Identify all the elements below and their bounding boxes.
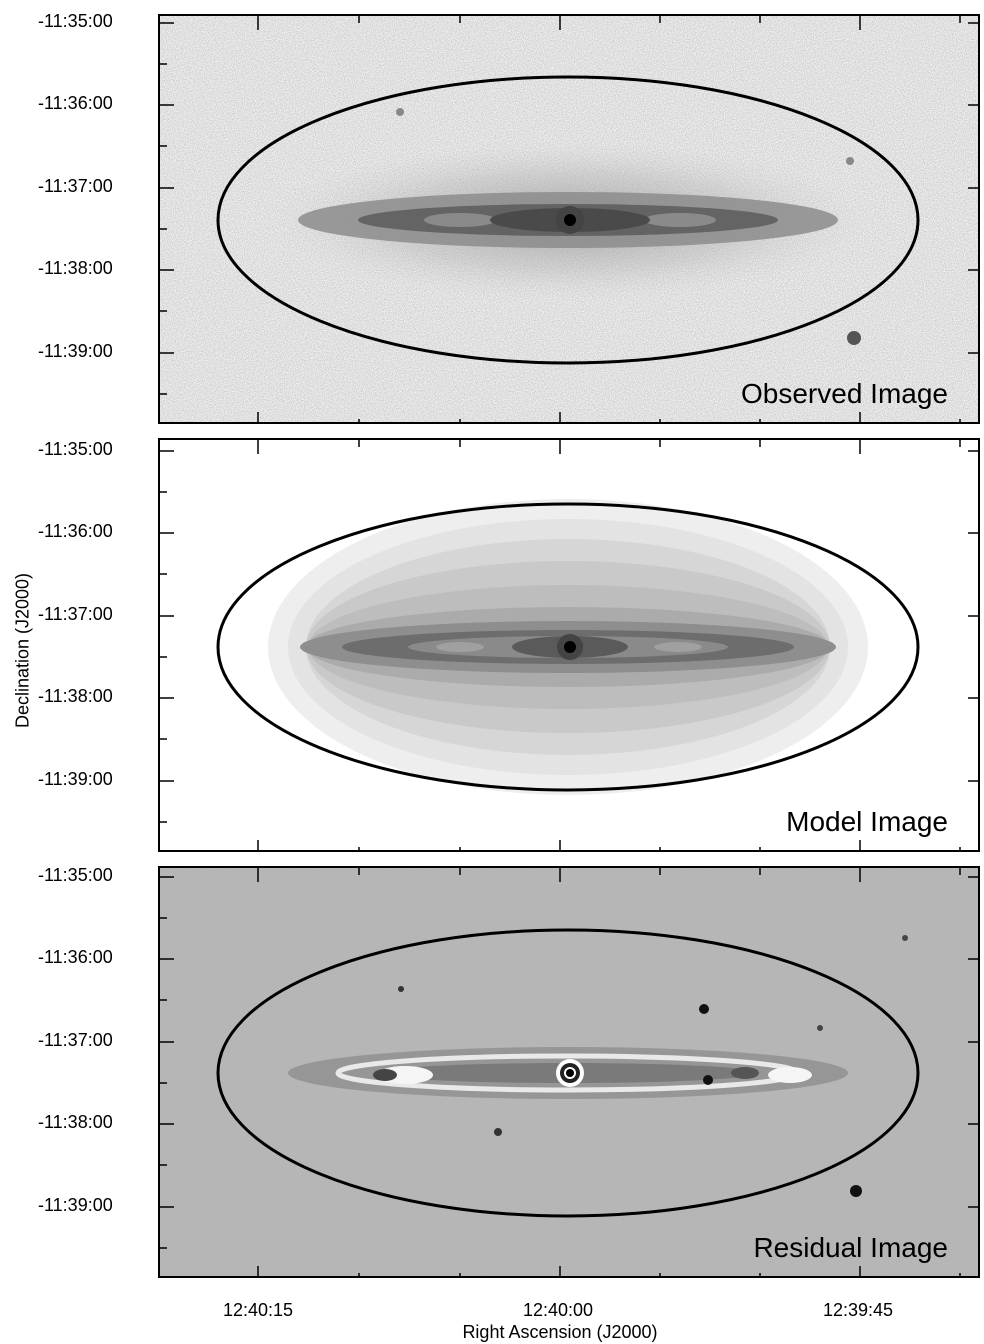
residual-ticks [160, 868, 978, 1276]
model-image-panel: Model Image [158, 438, 980, 852]
model-image [160, 440, 978, 850]
xtick-label: 12:39:45 [822, 1300, 894, 1320]
ytick-label: -11:39:00 [38, 1195, 113, 1215]
residual-image-panel: Residual Image [158, 866, 980, 1278]
residual-image [160, 868, 978, 1276]
y-axis-title: Declination (J2000) [12, 572, 33, 729]
ytick-label: -11:37:00 [38, 1030, 113, 1050]
ytick-label: -11:38:00 [38, 1112, 113, 1132]
model-image-label: Model Image [786, 806, 948, 837]
xtick-label: 12:40:15 [222, 1300, 294, 1320]
observed-image [160, 16, 978, 422]
ytick-label: -11:38:00 [38, 686, 113, 706]
ytick-label: -11:37:00 [38, 176, 113, 196]
observed-image-label: Observed Image [741, 378, 948, 409]
residual-image-label: Residual Image [753, 1232, 948, 1263]
ytick-label: -11:39:00 [38, 341, 113, 361]
observed-ticks [160, 16, 978, 422]
ytick-label: -11:35:00 [38, 439, 113, 459]
ytick-label: -11:39:00 [38, 769, 113, 789]
ytick-label: -11:36:00 [38, 521, 113, 541]
model-ticks [160, 440, 978, 850]
ytick-label: -11:36:00 [38, 947, 113, 967]
observed-image-panel: Observed Image [158, 14, 980, 424]
ytick-label: -11:37:00 [38, 604, 113, 624]
x-axis-title: Right Ascension (J2000) [462, 1322, 658, 1342]
ytick-label: -11:35:00 [38, 11, 113, 31]
xtick-label: 12:40:00 [522, 1300, 594, 1320]
ytick-label: -11:35:00 [38, 865, 113, 885]
ytick-label: -11:36:00 [38, 93, 113, 113]
ytick-label: -11:38:00 [38, 258, 113, 278]
